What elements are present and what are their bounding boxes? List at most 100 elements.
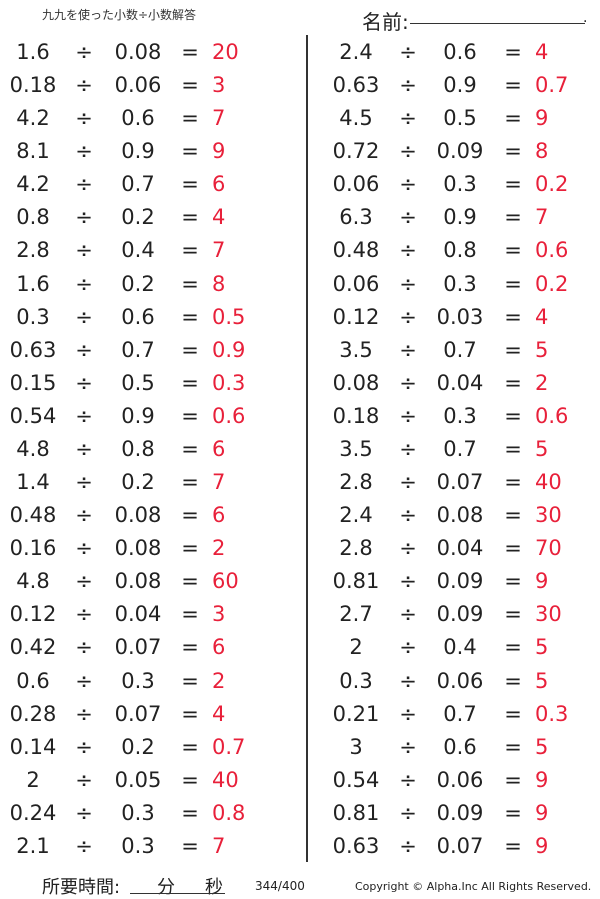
divide-sign: ÷: [399, 436, 417, 461]
problem-row: 2 ÷ 0.4 = 5: [0, 632, 548, 662]
divisor: 0.08: [436, 503, 484, 528]
problem-row: 0.18 ÷ 0.3 = 0.6: [0, 401, 569, 431]
dividend: 0.16: [9, 536, 57, 561]
equals-sign: =: [181, 800, 199, 825]
answer: 4: [535, 304, 549, 329]
answer: 20: [212, 40, 239, 64]
problem-row: 4.8 ÷ 0.08 = 60: [0, 566, 300, 596]
divisor: 0.08: [114, 569, 162, 594]
divide-sign: ÷: [399, 701, 417, 726]
answer: 7: [212, 238, 226, 263]
divisor: 0.07: [114, 635, 162, 660]
divide-sign: ÷: [399, 470, 417, 495]
dividend: 2: [26, 767, 40, 792]
problem-row: 4.2 ÷ 0.6 = 7: [0, 103, 300, 133]
column-divider: [306, 35, 308, 862]
equals-sign: =: [181, 536, 199, 561]
dividend: 0.21: [332, 701, 380, 726]
divide-sign: ÷: [75, 767, 93, 792]
problem-row: 3.5 ÷ 0.7 = 5: [0, 335, 548, 365]
divide-sign: ÷: [75, 701, 93, 726]
equals-sign: =: [181, 503, 199, 528]
problem-row: 0.6 ÷ 0.3 = 2: [0, 666, 300, 696]
divide-sign: ÷: [75, 668, 93, 693]
dividend: 0.63: [9, 337, 57, 362]
equals-sign: =: [181, 767, 199, 792]
divisor: 0.06: [436, 767, 484, 792]
equals-sign: =: [504, 403, 522, 428]
answer: 9: [535, 833, 549, 858]
equals-sign: =: [181, 436, 199, 461]
answer: 6: [212, 436, 226, 461]
answer: 0.2: [535, 271, 569, 296]
divide-sign: ÷: [75, 370, 93, 395]
name-field-line: [410, 23, 585, 24]
dividend: 0.06: [332, 271, 380, 296]
divide-sign: ÷: [399, 635, 417, 660]
dividend: 0.54: [332, 767, 380, 792]
equals-sign: =: [504, 337, 522, 362]
answer: 6: [212, 635, 226, 660]
dividend: 0.18: [332, 403, 380, 428]
problem-row: 2.7 ÷ 0.09 = 30: [0, 599, 561, 629]
divisor: 0.07: [436, 470, 484, 495]
dividend: 0.08: [332, 370, 380, 395]
answer: 0.3: [212, 370, 246, 395]
answer: 30: [535, 503, 562, 528]
divide-sign: ÷: [75, 403, 93, 428]
divisor: 0.08: [114, 40, 162, 64]
equals-sign: =: [181, 833, 199, 858]
time-field-line: [130, 893, 225, 894]
answer: 7: [212, 833, 226, 858]
divide-sign: ÷: [399, 734, 417, 759]
answer: 5: [535, 337, 549, 362]
name-label: 名前:: [362, 10, 409, 34]
answer: 0.6: [535, 238, 569, 263]
problem-row: 6.3 ÷ 0.9 = 7: [0, 202, 548, 232]
divide-sign: ÷: [75, 602, 93, 627]
divisor: 0.6: [443, 734, 477, 759]
divide-sign: ÷: [399, 767, 417, 792]
divide-sign: ÷: [399, 800, 417, 825]
dividend: 2.4: [339, 40, 373, 64]
divide-sign: ÷: [75, 205, 93, 230]
problem-row: 0.81 ÷ 0.09 = 9: [0, 798, 549, 828]
equals-sign: =: [504, 40, 522, 64]
answer: 70: [535, 536, 562, 561]
problem-row: 2.8 ÷ 0.4 = 7: [0, 235, 300, 265]
dividend: 0.28: [9, 701, 57, 726]
divide-sign: ÷: [75, 106, 93, 131]
problem-row: 0.3 ÷ 0.6 = 0.5: [0, 302, 300, 332]
problem-row: 0.81 ÷ 0.09 = 9: [0, 566, 549, 596]
dividend: 1.4: [16, 470, 50, 495]
divisor: 0.2: [121, 734, 155, 759]
divisor: 0.7: [443, 701, 477, 726]
dividend: 0.24: [9, 800, 57, 825]
divisor: 0.08: [114, 536, 162, 561]
divisor: 0.05: [114, 767, 162, 792]
answer: 5: [535, 734, 549, 759]
problem-row: 0.15 ÷ 0.5 = 0.3: [0, 368, 300, 398]
divide-sign: ÷: [399, 304, 417, 329]
problem-row: 0.06 ÷ 0.3 = 0.2: [0, 169, 569, 199]
problem-row: 0.42 ÷ 0.07 = 6: [0, 632, 300, 662]
problem-row: 2 ÷ 0.05 = 40: [0, 765, 300, 795]
divide-sign: ÷: [399, 139, 417, 164]
divide-sign: ÷: [399, 569, 417, 594]
divide-sign: ÷: [75, 73, 93, 98]
divide-sign: ÷: [75, 734, 93, 759]
equals-sign: =: [181, 635, 199, 660]
problem-row: 0.06 ÷ 0.3 = 0.2: [0, 269, 569, 299]
answer: 0.3: [535, 701, 569, 726]
divisor: 0.6: [121, 304, 155, 329]
answer: 0.7: [212, 734, 246, 759]
problem-row: 0.12 ÷ 0.04 = 3: [0, 599, 300, 629]
divisor: 0.2: [121, 271, 155, 296]
problem-row: 0.24 ÷ 0.3 = 0.8: [0, 798, 300, 828]
divide-sign: ÷: [399, 238, 417, 263]
divide-sign: ÷: [75, 436, 93, 461]
problem-row: 0.16 ÷ 0.08 = 2: [0, 533, 300, 563]
copyright: Copyright © Alpha.Inc All Rights Reserve…: [355, 880, 592, 893]
divisor: 0.3: [443, 172, 477, 197]
answer: 9: [535, 106, 549, 131]
